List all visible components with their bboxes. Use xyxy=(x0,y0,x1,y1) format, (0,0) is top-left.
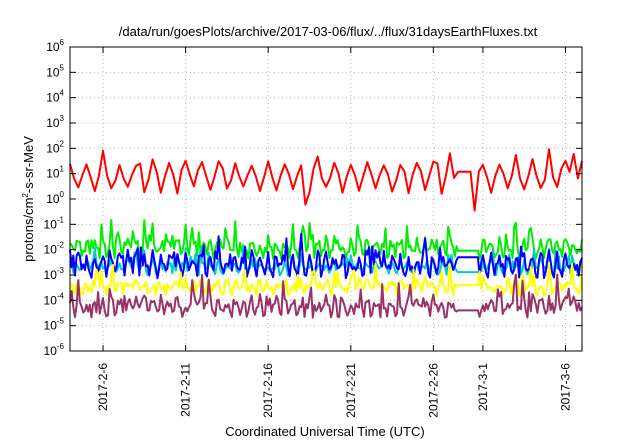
y-tick-label: 10-2 xyxy=(44,241,65,257)
x-tick-label: 2017-3-6 xyxy=(558,363,572,411)
y-tick-label: 103 xyxy=(46,114,64,130)
y-axis-label-rest: -s-sr-MeV xyxy=(21,136,36,193)
y-tick-labels: 10-6 10-5 10-4 10-3 10-2 10-1 100 101 102 103 104 1… xyxy=(44,38,582,358)
y-axis-label-base: protons/cm xyxy=(21,198,36,262)
series-line-4 xyxy=(69,232,583,280)
x-tick-labels: 2017-2-6 2017-2-11 2017-2-16 2017-2-21 2017-… xyxy=(96,47,572,418)
y-tick-label: 101 xyxy=(46,165,64,181)
y-tick-label: 10-6 xyxy=(44,342,65,358)
x-tick-label: 2017-2-11 xyxy=(179,363,193,417)
x-tick-label: 2017-2-21 xyxy=(344,363,358,418)
x-axis-label: Coordinated Universal Time (UTC) xyxy=(225,424,424,439)
y-axis-label-exp: 2 xyxy=(21,193,30,198)
series-line-1 xyxy=(69,148,583,212)
y-tick-label: 100 xyxy=(46,190,64,206)
series-line-6 xyxy=(69,273,583,319)
x-tick-label: 2017-2-16 xyxy=(261,363,275,418)
grid-lines xyxy=(70,47,582,351)
y-tick-label: 10-5 xyxy=(44,317,65,333)
series-line-2 xyxy=(69,219,583,261)
y-tick-label: 10-3 xyxy=(44,266,65,282)
y-axis-label: protons/cm2-s-sr-MeV xyxy=(21,136,36,262)
x-tick-label: 2017-2-26 xyxy=(426,363,440,418)
y-tick-label: 10-4 xyxy=(44,291,65,307)
x-tick-label: 2017-3-1 xyxy=(476,363,490,411)
series-layer xyxy=(69,148,583,319)
x-tick-label: 2017-2-6 xyxy=(96,363,110,411)
y-tick-label: 102 xyxy=(46,139,64,155)
y-tick-label: 10-1 xyxy=(44,215,65,231)
y-tick-label: 105 xyxy=(46,63,64,79)
y-tick-label: 104 xyxy=(46,89,64,105)
chart-title: /data/run/goesPlots/archive/2017-03-06/f… xyxy=(119,24,538,39)
series-line-5 xyxy=(69,261,583,297)
y-tick-label: 106 xyxy=(46,38,64,54)
